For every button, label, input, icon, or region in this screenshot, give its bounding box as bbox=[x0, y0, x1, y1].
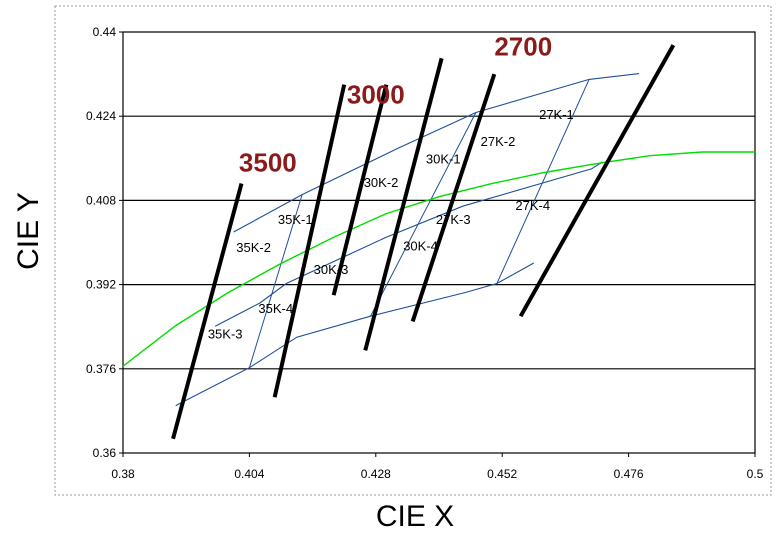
isotherm-line-3500 bbox=[171, 183, 244, 440]
chart-frame bbox=[54, 5, 772, 496]
bin-boundary-line bbox=[233, 73, 640, 233]
bin-label: 27K-2 bbox=[481, 134, 516, 149]
blackbody-locus-line bbox=[122, 151, 755, 367]
bin-label: 30K-1 bbox=[426, 152, 461, 167]
cct-label: 3500 bbox=[239, 147, 297, 177]
bin-label: 35K-1 bbox=[278, 212, 313, 227]
bin-label: 27K-4 bbox=[515, 198, 550, 213]
x-tick-label: 0.452 bbox=[487, 467, 517, 481]
bin-label: 30K-2 bbox=[364, 175, 399, 190]
isotherm-line-3000 bbox=[272, 84, 347, 398]
x-tick-label: 0.428 bbox=[361, 467, 391, 481]
y-tick-label: 0.44 bbox=[93, 25, 117, 39]
cct-label: 3000 bbox=[347, 80, 405, 110]
x-axis-title: CIE X bbox=[376, 500, 454, 533]
x-tick-label: 0.5 bbox=[747, 467, 764, 481]
cct-label: 2700 bbox=[494, 32, 552, 62]
bin-label: 27K-1 bbox=[539, 107, 574, 122]
x-tick-label: 0.404 bbox=[234, 467, 264, 481]
y-tick-label: 0.424 bbox=[86, 109, 116, 123]
y-tick-label: 0.392 bbox=[86, 278, 116, 292]
y-axis-title: CIE Y bbox=[12, 192, 45, 270]
isotherm-line bbox=[518, 44, 676, 318]
bin-label: 35K-3 bbox=[208, 326, 243, 341]
x-tick-label: 0.38 bbox=[111, 467, 135, 481]
bin-label: 35K-4 bbox=[258, 301, 293, 316]
bin-label: 30K-4 bbox=[403, 238, 438, 253]
bin-label: 35K-2 bbox=[236, 240, 271, 255]
isotherm-line-2700 bbox=[363, 57, 444, 351]
bin-boundary-line bbox=[214, 161, 603, 327]
bin-divider-line bbox=[248, 194, 303, 368]
plot-area: 0.36 0.376 0.392 0.408 0.424 0.44 0.38 0.404 0.4… bbox=[86, 25, 764, 481]
bin-label: 27K-3 bbox=[436, 212, 471, 227]
isotherm-line bbox=[410, 73, 497, 323]
bin-divider-line bbox=[496, 79, 590, 284]
isotherm-line bbox=[331, 84, 389, 296]
y-tick-label: 0.36 bbox=[93, 446, 117, 460]
y-tick-label: 0.376 bbox=[86, 362, 116, 376]
bin-divider-line bbox=[370, 112, 477, 317]
bin-label: 30K-3 bbox=[314, 262, 349, 277]
x-tick-label: 0.476 bbox=[614, 467, 644, 481]
y-tick-label: 0.408 bbox=[86, 193, 116, 207]
